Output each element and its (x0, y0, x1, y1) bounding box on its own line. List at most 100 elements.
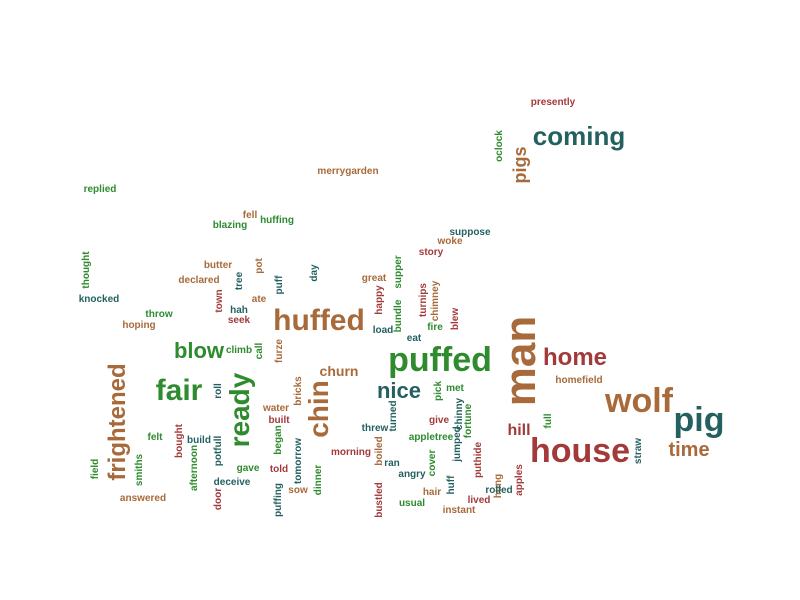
word-pot: pot (254, 258, 265, 274)
word-ready: ready (224, 372, 255, 448)
word-throw: throw (145, 309, 173, 320)
word-bustled: bustled (374, 482, 385, 518)
word-time: time (668, 439, 710, 461)
word-give: give (428, 415, 450, 426)
word-ate: ate (251, 294, 267, 305)
word-cover: cover (427, 449, 438, 477)
word-replied: replied (83, 184, 117, 195)
word-chin: chin (303, 380, 334, 438)
word-blow: blow (173, 338, 225, 363)
word-turnips: turnips (418, 283, 429, 317)
word-told: told (269, 464, 289, 475)
word-woke: woke (437, 236, 463, 247)
word-hah: hah (230, 305, 248, 316)
word-thought: thought (81, 251, 92, 289)
word-pigs: pigs (510, 146, 530, 184)
word-huffed: huffed (273, 304, 365, 337)
word-puffed: puffed (388, 341, 492, 379)
word-day: day (309, 264, 320, 282)
word-smiths: smiths (134, 453, 145, 487)
word-man: man (496, 315, 545, 407)
word-house: house (529, 432, 631, 470)
word-huffing: huffing (260, 215, 294, 226)
word-blew: blew (450, 307, 461, 331)
word-water: water (262, 403, 290, 414)
word-chimney: chimney (430, 280, 441, 322)
word-presently: presently (530, 97, 576, 108)
word-home: home (542, 344, 608, 371)
word-puff: puff (274, 275, 285, 295)
word-eat: eat (406, 333, 422, 344)
word-usual: usual (398, 498, 426, 509)
word-built: built (268, 415, 290, 426)
word-town: town (214, 289, 225, 313)
word-pig: pig (673, 401, 725, 439)
word-field: field (90, 458, 101, 480)
word-hoping: hoping (122, 320, 156, 331)
word-declared: declared (178, 275, 220, 286)
word-happy: happy (374, 285, 385, 315)
word-fire: fire (427, 322, 443, 333)
word-bought: bought (174, 424, 185, 458)
word-pick: pick (433, 380, 444, 402)
word-bundle: bundle (393, 299, 404, 333)
word-climb: climb (225, 345, 253, 356)
word-morning: morning (331, 447, 371, 458)
word-hair: hair (422, 487, 442, 498)
word-angry: angry (398, 469, 426, 480)
word-load: load (372, 325, 394, 336)
word-frightened: frightened (104, 363, 131, 481)
word-dinner: dinner (313, 464, 324, 496)
word-homefield: homefield (555, 375, 603, 386)
word-churn: churn (319, 363, 359, 379)
word-great: great (361, 273, 387, 284)
word-fortune: fortune (463, 403, 474, 439)
word-huff: huff (446, 475, 457, 495)
word-butter: butter (203, 260, 233, 271)
word-began: began (273, 425, 284, 455)
word-apples: apples (514, 464, 525, 496)
word-puthide: puthide (473, 441, 484, 479)
word-instant: instant (442, 505, 476, 516)
word-seek: seek (227, 315, 251, 326)
word-call: call (254, 342, 265, 360)
word-merrygarden: merrygarden (317, 166, 379, 177)
word-story: story (418, 247, 444, 258)
word-nice: nice (376, 378, 422, 403)
word-fell: fell (242, 210, 258, 221)
word-met: met (446, 383, 464, 394)
word-deceive: deceive (213, 477, 251, 488)
word-potfull: potfull (213, 435, 224, 467)
word-answered: answered (119, 493, 167, 504)
word-tree: tree (234, 271, 245, 291)
word-rolled: rolled (485, 485, 513, 496)
word-turned: turned (388, 400, 399, 432)
word-puffing: puffing (273, 483, 284, 517)
word-ran: ran (384, 458, 400, 469)
word-gave: gave (236, 463, 260, 474)
word-tomorrow: tomorrow (293, 437, 304, 485)
word-threw: threw (361, 423, 389, 434)
word-oclock: oclock (494, 130, 505, 162)
word-door: door (213, 487, 224, 511)
word-furze: furze (274, 339, 285, 363)
word-blazing: blazing (212, 220, 248, 231)
word-straw: straw (633, 437, 644, 465)
word-afternoon: afternoon (189, 444, 200, 492)
word-supper: supper (393, 255, 404, 289)
word-jumped: jumped (452, 426, 463, 462)
word-build: build (187, 435, 211, 446)
word-hill: hill (507, 422, 531, 439)
word-lived: lived (467, 495, 491, 506)
word-fair: fair (155, 374, 203, 407)
word-coming: coming (532, 121, 626, 151)
word-felt: felt (147, 432, 163, 443)
word-wolf: wolf (605, 382, 673, 420)
word-appletree: appletree (408, 432, 454, 443)
word-full: full (543, 413, 554, 429)
word-roll: roll (213, 383, 224, 399)
word-suppose: suppose (449, 227, 491, 238)
word-sow: sow (288, 485, 308, 496)
word-knocked: knocked (78, 294, 120, 305)
